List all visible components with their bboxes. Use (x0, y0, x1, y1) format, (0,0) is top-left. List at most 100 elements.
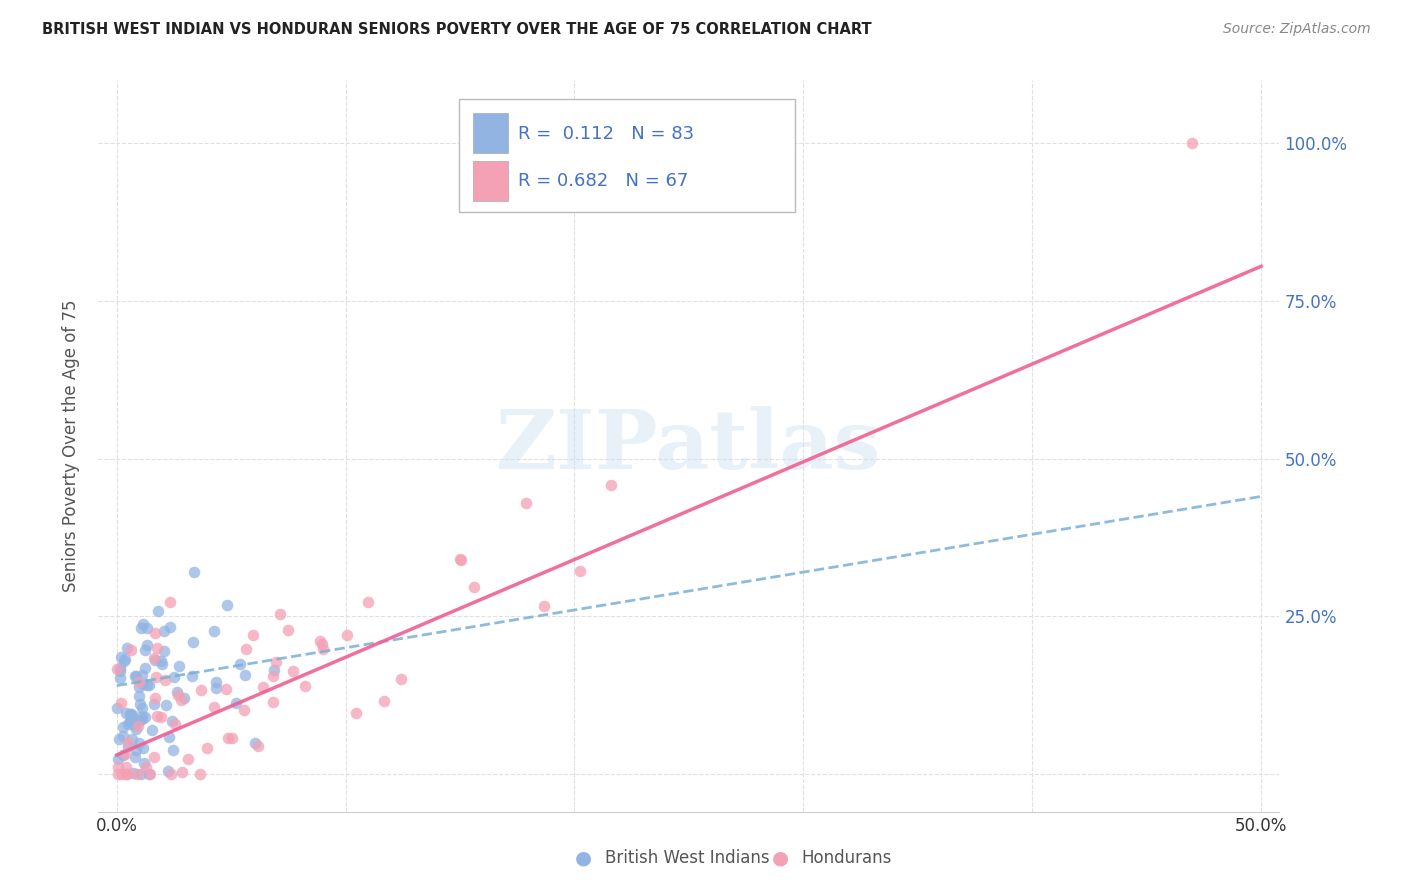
Point (153, 644, 176, 658)
Point (128, 698, 150, 712)
Point (111, 767, 134, 781)
Point (242, 628, 264, 642)
Point (357, 595, 380, 609)
Point (111, 747, 134, 762)
Point (112, 655, 135, 669)
Point (515, 496, 537, 510)
Point (221, 731, 243, 745)
Point (108, 664, 131, 678)
Text: Source: ZipAtlas.com: Source: ZipAtlas.com (1223, 22, 1371, 37)
Point (121, 707, 143, 722)
Point (128, 690, 150, 704)
Point (129, 767, 152, 781)
Point (128, 680, 150, 694)
Point (311, 637, 333, 651)
Point (177, 752, 200, 766)
Point (134, 756, 156, 770)
Point (117, 735, 139, 749)
Point (155, 698, 177, 712)
Point (145, 626, 167, 640)
Point (131, 712, 153, 726)
Point (463, 580, 485, 594)
Point (128, 714, 150, 729)
Point (117, 739, 139, 754)
Point (131, 667, 153, 681)
Point (108, 732, 131, 747)
Point (344, 706, 367, 721)
Point (157, 731, 180, 745)
Point (143, 690, 166, 705)
Text: British West Indians: British West Indians (605, 849, 769, 867)
Point (449, 551, 471, 566)
Point (162, 714, 184, 728)
Point (125, 668, 148, 682)
Point (105, 662, 128, 676)
Point (150, 709, 173, 723)
Point (136, 678, 159, 692)
Point (190, 682, 212, 697)
Point (233, 668, 256, 682)
Point (159, 619, 181, 633)
Point (138, 677, 160, 691)
Point (107, 760, 129, 774)
Point (150, 657, 173, 671)
Point (312, 641, 335, 656)
Point (128, 674, 150, 689)
Point (115, 767, 138, 781)
Point (152, 624, 174, 639)
Point (166, 688, 188, 702)
Point (389, 672, 412, 686)
Point (107, 767, 129, 781)
Point (128, 736, 150, 750)
Point (105, 700, 128, 714)
Point (165, 716, 187, 731)
Point (599, 478, 621, 492)
Bar (472, 161, 508, 201)
Point (294, 679, 316, 693)
Point (146, 709, 169, 723)
Point (181, 635, 204, 649)
Point (262, 669, 284, 683)
Point (159, 767, 181, 781)
Point (118, 714, 141, 728)
Y-axis label: Seniors Poverty Over the Age of 75: Seniors Poverty Over the Age of 75 (62, 300, 80, 592)
Point (120, 714, 142, 729)
Point (132, 677, 155, 691)
Point (269, 607, 291, 621)
Point (246, 739, 269, 753)
Point (114, 652, 136, 666)
Point (136, 621, 159, 635)
Point (115, 767, 138, 781)
Point (121, 713, 143, 727)
Point (281, 664, 304, 678)
Point (134, 709, 156, 723)
Text: ZIPatlas: ZIPatlas (496, 406, 882, 486)
Point (162, 742, 184, 756)
Point (277, 623, 299, 637)
Point (450, 552, 472, 566)
Point (118, 706, 141, 721)
Point (131, 701, 153, 715)
Point (569, 564, 592, 578)
Point (146, 641, 169, 656)
Point (115, 706, 138, 720)
Point (262, 695, 284, 709)
Point (108, 661, 131, 675)
Point (170, 693, 193, 707)
Point (127, 767, 149, 781)
Point (336, 628, 359, 642)
Point (134, 643, 156, 657)
Point (122, 718, 145, 732)
Point (155, 673, 177, 688)
Point (252, 680, 274, 694)
Point (163, 670, 186, 684)
Point (229, 657, 252, 671)
Point (131, 708, 153, 723)
Text: R =  0.112   N = 83: R = 0.112 N = 83 (517, 125, 693, 143)
Point (124, 668, 146, 682)
Point (110, 650, 132, 665)
Point (148, 604, 170, 618)
FancyBboxPatch shape (458, 99, 796, 212)
Point (159, 594, 181, 608)
Text: ●: ● (772, 848, 789, 868)
